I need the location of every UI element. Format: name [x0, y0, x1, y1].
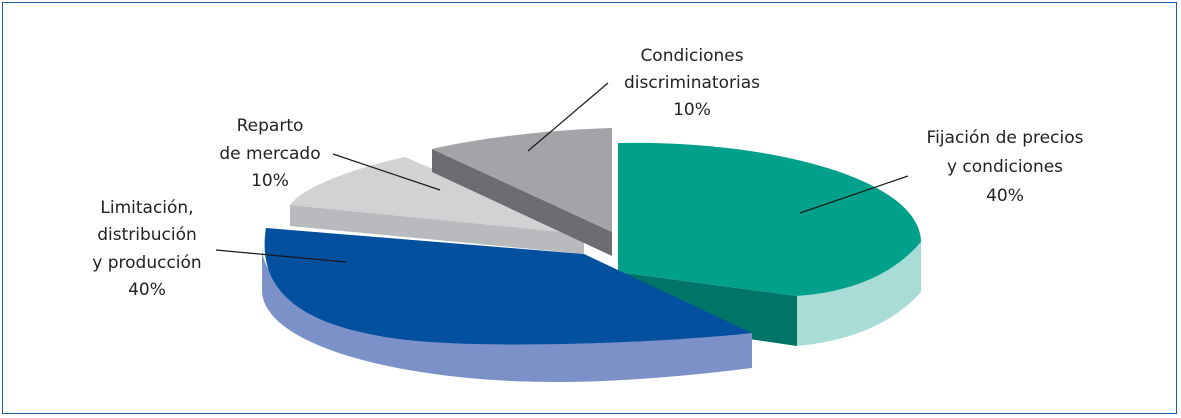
label-reparto-line2: de mercado [219, 144, 320, 164]
pie-slice-limitacion [261, 228, 752, 382]
label-condiciones-line2: discriminatorias [624, 73, 760, 93]
label-condiciones: Condiciones discriminatorias 10% [624, 46, 760, 120]
label-limitacion: Limitación, distribución y producción 40… [92, 198, 201, 300]
pie-slice-condiciones-top [432, 128, 612, 232]
label-condiciones-pct: 10% [673, 100, 711, 120]
leader-line-condiciones [527, 82, 609, 152]
pie-slice-reparto [290, 157, 584, 254]
pie-slice-fijacion-outer [797, 242, 921, 346]
label-limitacion-line1: Limitación, [100, 198, 193, 218]
label-limitacion-line2: distribución [97, 225, 197, 245]
pie-slice-condiciones [432, 128, 612, 256]
label-fijacion: Fijación de precios y condiciones 40% [927, 128, 1084, 206]
label-fijacion-pct: 40% [986, 186, 1024, 206]
pie-slice-limitacion-outer [261, 245, 752, 382]
label-fijacion-line2: y condiciones [947, 157, 1063, 177]
label-reparto: Reparto de mercado 10% [219, 116, 320, 191]
leader-line-reparto [332, 153, 441, 191]
label-limitacion-line3: y producción [92, 253, 201, 273]
label-fijacion-line1: Fijación de precios [927, 128, 1084, 148]
pie-slice-reparto-top [290, 157, 584, 234]
label-limitacion-pct: 40% [128, 280, 166, 300]
label-condiciones-line1: Condiciones [640, 46, 743, 66]
label-reparto-pct: 10% [251, 171, 289, 191]
pie-slice-limitacion-top [264, 228, 752, 345]
label-reparto-line1: Reparto [237, 116, 304, 136]
leader-line-fijacion [799, 175, 909, 214]
pie-slice-reparto-outer [290, 205, 584, 254]
pie-slice-fijacion-top [618, 142, 921, 296]
pie-slice-condiciones-side [432, 149, 612, 256]
leader-line-limitacion [215, 249, 347, 263]
